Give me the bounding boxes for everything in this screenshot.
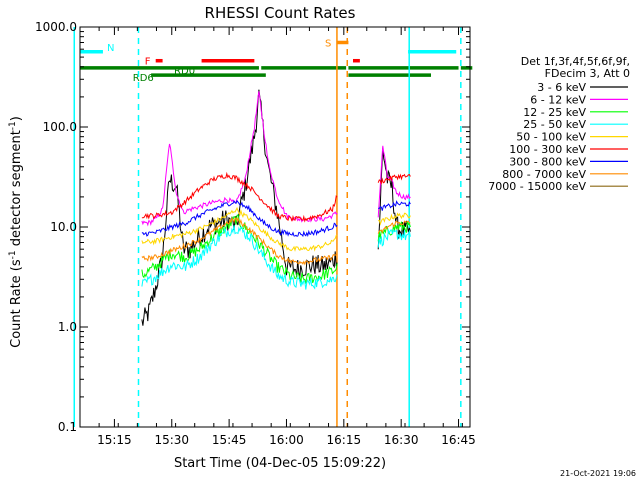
y-tick-label-0: 0.1 bbox=[58, 420, 77, 434]
x-tick-label-6: 16:45 bbox=[441, 433, 476, 447]
flag-rd6-label: RD6 bbox=[133, 73, 154, 84]
series-line-5 bbox=[141, 171, 411, 223]
legend-label-3: 25 - 50 keV bbox=[523, 118, 586, 131]
attenuator-vlines bbox=[73, 27, 462, 427]
y-axis-label: Count Rate (s-1 detector segment-1) bbox=[8, 116, 24, 348]
series-line-2 bbox=[141, 214, 411, 284]
legend-label-6: 300 - 800 keV bbox=[509, 155, 586, 168]
legend-label-7: 800 - 7000 keV bbox=[502, 168, 586, 181]
chart-title: RHESSI Count Rates bbox=[205, 4, 356, 22]
legend-label-8: 7000 - 15000 keV bbox=[488, 180, 586, 193]
series-line-6 bbox=[141, 199, 411, 238]
data-series bbox=[141, 89, 411, 326]
flag-s-label: S bbox=[325, 38, 331, 49]
y-axis-ticks: 0.1 1.0 10.0 100.0 1000.0 bbox=[35, 20, 470, 434]
y-tick-label-4: 1000.0 bbox=[35, 20, 77, 34]
legend-label-4: 50 - 100 keV bbox=[516, 131, 586, 144]
flag-n-label: N bbox=[107, 43, 114, 54]
x-tick-label-4: 16:15 bbox=[327, 433, 362, 447]
footer-date: 21-Oct-2021 19:06 bbox=[560, 469, 636, 478]
legend-label-5: 100 - 300 keV bbox=[509, 143, 586, 156]
legend-label-1: 6 - 12 keV bbox=[530, 93, 586, 106]
y-tick-label-1: 1.0 bbox=[58, 320, 77, 334]
legend-header-line-1: Det 1f,3f,4f,5f,6f,9f, bbox=[521, 55, 630, 68]
legend-label-2: 12 - 25 keV bbox=[523, 106, 586, 119]
series-line-4 bbox=[141, 206, 411, 252]
flag-rd0-label: RD0 bbox=[174, 66, 195, 77]
y-tick-label-2: 10.0 bbox=[50, 220, 77, 234]
y-tick-label-3: 100.0 bbox=[43, 120, 77, 134]
series-line-7 bbox=[141, 216, 411, 266]
x-tick-label-0: 15:15 bbox=[97, 433, 132, 447]
x-tick-label-5: 16:30 bbox=[384, 433, 419, 447]
flag-f-label: F bbox=[145, 57, 151, 68]
x-tick-label-1: 15:30 bbox=[154, 433, 189, 447]
x-tick-label-2: 15:45 bbox=[212, 433, 247, 447]
x-tick-label-3: 16:00 bbox=[269, 433, 304, 447]
x-axis-ticks: 15:15 15:30 15:45 16:00 16:15 16:30 16:45 bbox=[79, 27, 476, 447]
x-axis-label: Start Time (04-Dec-05 15:09:22) bbox=[174, 456, 386, 471]
chart-legend: Det 1f,3f,4f,5f,6f,9f, FDecim 3, Att 0 3… bbox=[488, 55, 630, 193]
legend-label-0: 3 - 6 keV bbox=[537, 81, 586, 94]
series-line-3 bbox=[141, 225, 411, 290]
legend-header-line-2: FDecim 3, Att 0 bbox=[545, 67, 630, 80]
